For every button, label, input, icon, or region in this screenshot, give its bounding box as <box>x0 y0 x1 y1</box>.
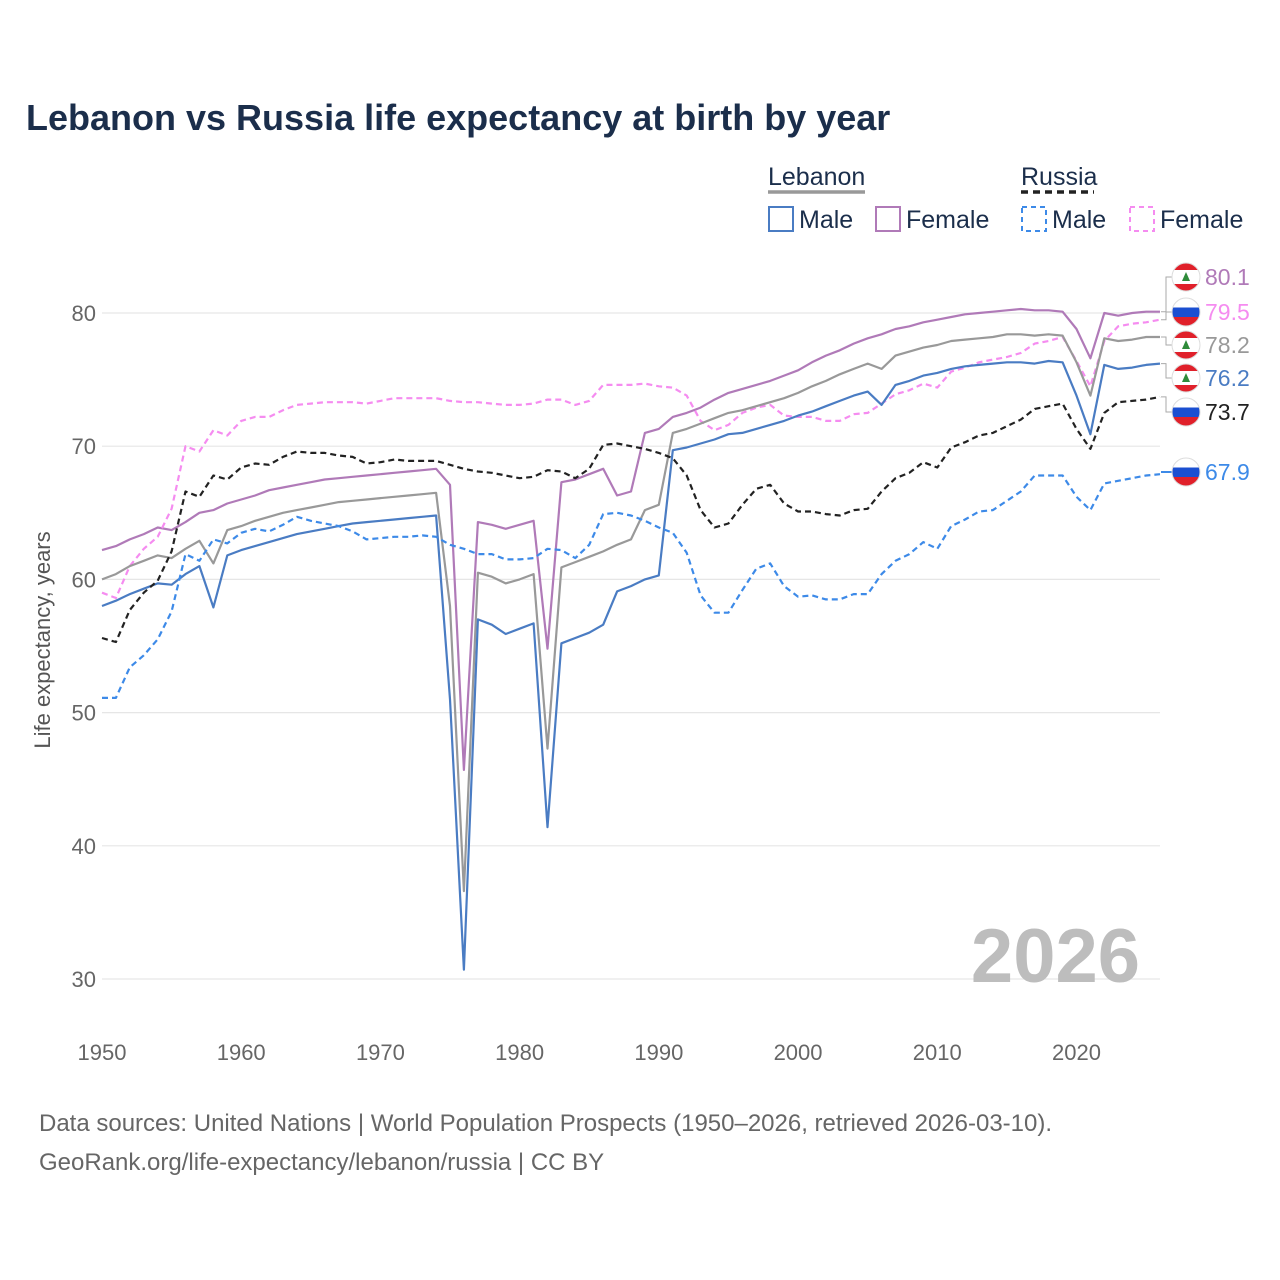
year-watermark: 2026 <box>971 914 1140 999</box>
y-tick-label: 40 <box>72 834 96 859</box>
y-tick-label: 70 <box>72 434 96 459</box>
legend-lebanon-female-swatch <box>875 206 901 232</box>
y-tick-label: 50 <box>72 701 96 726</box>
legend-russia-label: Russia <box>1021 163 1098 191</box>
legend-lebanon-female-label: Female <box>906 206 989 234</box>
end-labels: 80.1 79.5 78.2 76.2 73.7 67.9 <box>1161 262 1250 487</box>
chart-title: Lebanon vs Russia life expectancy at bir… <box>26 97 890 138</box>
y-tick-label: 80 <box>72 301 96 326</box>
end-value-label: 78.2 <box>1205 332 1250 358</box>
end-label-group: 80.1 <box>1161 262 1250 313</box>
end-label-group: 67.9 <box>1161 457 1250 487</box>
legend-lebanon-male-swatch <box>768 206 794 232</box>
russia-flag-icon <box>1172 298 1200 326</box>
lebanon-flag-icon <box>1172 364 1200 392</box>
x-tick-label: 2010 <box>913 1040 962 1065</box>
legend-group-lebanon: Lebanon Male Female <box>768 163 989 234</box>
lebanon-flag-icon <box>1172 331 1200 359</box>
legend-lebanon-label: Lebanon <box>768 163 865 191</box>
end-value-label: 80.1 <box>1205 264 1250 290</box>
x-tick-label: 2000 <box>774 1040 823 1065</box>
end-value-label: 79.5 <box>1205 299 1250 325</box>
end-label-group: 73.7 <box>1161 396 1250 427</box>
end-label-connector <box>1161 396 1172 413</box>
source-line-1: Data sources: United Nations | World Pop… <box>39 1110 1052 1137</box>
y-tick-label: 30 <box>72 967 96 992</box>
x-tick-label: 1950 <box>78 1040 127 1065</box>
x-tick-label: 1970 <box>356 1040 405 1065</box>
end-label-group: 79.5 <box>1161 297 1250 327</box>
y-tick-label: 60 <box>72 567 96 592</box>
x-tick-label: 1960 <box>217 1040 266 1065</box>
y-axis-label: Life expectancy, years <box>30 531 55 748</box>
series-line-russia-both <box>101 395 1161 644</box>
series-line-lebanon-male <box>101 359 1161 971</box>
series-lines <box>101 307 1161 971</box>
end-label-group: 76.2 <box>1161 363 1250 393</box>
legend-russia-female-swatch <box>1129 206 1155 232</box>
x-tick-label: 1990 <box>634 1040 683 1065</box>
russia-flag-icon <box>1172 398 1200 426</box>
legend-group-russia: Russia Male Female <box>1021 163 1243 234</box>
lebanon-flag-icon <box>1172 263 1200 291</box>
end-label-group: 78.2 <box>1161 330 1250 360</box>
legend-russia-male-swatch <box>1021 206 1047 232</box>
series-line-lebanon-female <box>101 307 1160 771</box>
source-line-2: GeoRank.org/life-expectancy/lebanon/russ… <box>39 1149 604 1176</box>
end-label-connector <box>1161 311 1172 321</box>
end-value-label: 73.7 <box>1205 399 1250 425</box>
end-value-label: 67.9 <box>1205 459 1250 485</box>
russia-flag-icon <box>1172 458 1200 486</box>
x-tick-label: 1980 <box>495 1040 544 1065</box>
x-tick-label: 2020 <box>1052 1040 1101 1065</box>
series-line-russia-female <box>101 318 1161 600</box>
legend-russia-female-label: Female <box>1160 206 1243 234</box>
y-axis-ticks: 30 40 50 60 70 80 <box>72 301 96 992</box>
legend: Lebanon Male Female Russia Male Female <box>768 163 1243 234</box>
end-label-connector <box>1161 363 1172 379</box>
end-value-label: 76.2 <box>1205 365 1250 391</box>
legend-lebanon-male-label: Male <box>799 206 853 234</box>
legend-russia-male-label: Male <box>1052 206 1106 234</box>
x-axis-ticks: 1950 1960 1970 1980 1990 2000 2010 2020 <box>78 1040 1101 1065</box>
series-line-russia-male <box>102 473 1161 699</box>
series-line-lebanon-both <box>101 333 1160 893</box>
gridlines <box>102 312 1160 980</box>
end-label-connector <box>1161 276 1172 313</box>
end-label-connector <box>1161 336 1172 346</box>
